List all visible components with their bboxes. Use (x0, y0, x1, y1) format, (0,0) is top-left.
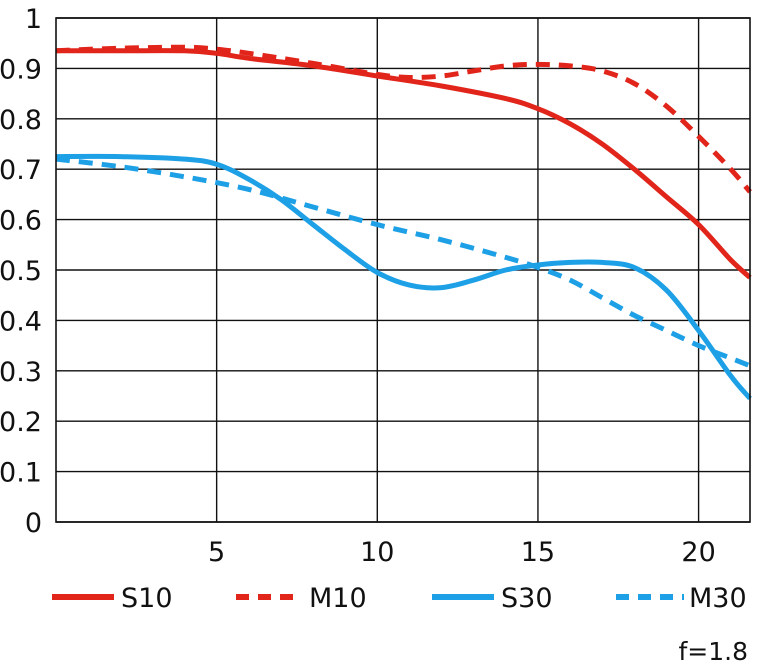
y-tick-label: 0.9 (0, 54, 42, 85)
y-tick-label: 0.4 (0, 306, 42, 337)
series-layer (55, 44, 752, 401)
plot-frame (55, 17, 751, 523)
plot-border (55, 17, 751, 523)
x-tick-label: 10 (360, 537, 394, 568)
legend: S10 M10 S30 M30 (52, 583, 747, 614)
legend-item-m30: M30 (616, 583, 747, 614)
legend-label-s10: S10 (121, 583, 173, 614)
x-tick-label: 5 (208, 537, 225, 568)
y-tick-labels: 0 0.1 0.2 0.3 0.4 0.5 0.6 0.7 0.8 0.9 1 (0, 4, 42, 539)
y-tick-label: 0.5 (0, 256, 42, 287)
y-tick-label: 0.6 (0, 206, 42, 237)
y-tick-label: 0 (25, 508, 42, 539)
series-line-s10 (56, 48, 752, 280)
x-tick-label: 15 (521, 537, 555, 568)
aperture-note: f=1.8 (678, 637, 748, 666)
legend-item-s10: S10 (52, 583, 173, 614)
legend-label-m10: M10 (309, 583, 367, 614)
legend-item-s30: S30 (432, 583, 553, 614)
series-line-m30 (55, 156, 751, 369)
y-tick-label: 0.8 (0, 105, 42, 136)
y-tick-label: 1 (25, 4, 42, 35)
legend-label-m30: M30 (689, 583, 747, 614)
legend-item-m10: M10 (236, 583, 367, 614)
x-tick-labels: 5 10 15 20 (208, 537, 716, 568)
legend-label-s30: S30 (501, 583, 553, 614)
x-tick-label: 20 (681, 537, 715, 568)
series-line-m10 (55, 44, 752, 194)
series-line-s30 (55, 153, 752, 401)
y-tick-label: 0.7 (0, 155, 42, 186)
y-tick-label: 0.3 (0, 357, 42, 388)
y-tick-label: 0.1 (0, 458, 42, 489)
y-tick-label: 0.2 (0, 407, 42, 438)
